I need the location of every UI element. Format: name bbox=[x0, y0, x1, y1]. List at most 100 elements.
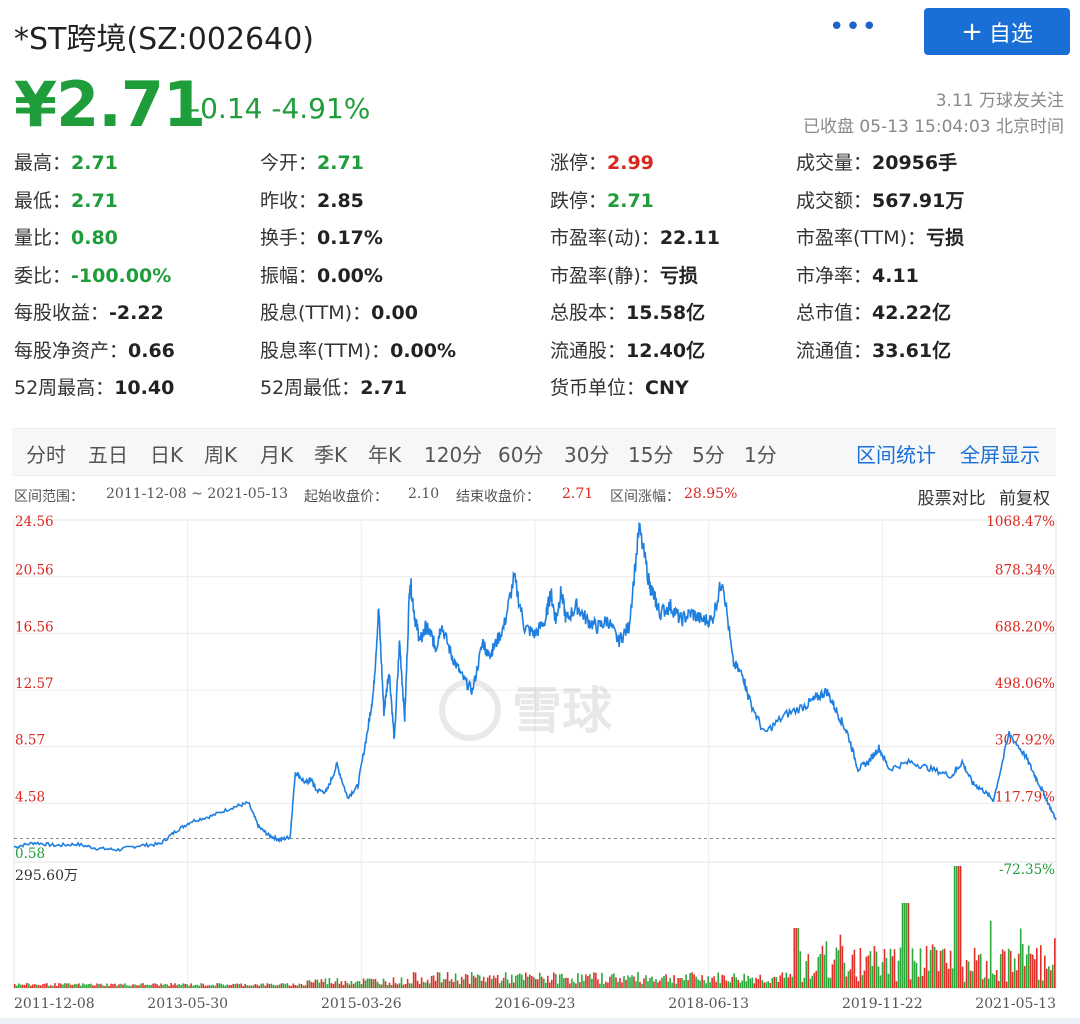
stat-value: 20956手 bbox=[872, 152, 958, 174]
volume-bar bbox=[244, 983, 246, 988]
stat-label: 流通值： bbox=[796, 339, 873, 362]
volume-bar bbox=[158, 985, 160, 988]
volume-bar bbox=[446, 972, 449, 988]
volume-bar bbox=[94, 985, 96, 988]
range-pct-value: 28.95% bbox=[684, 486, 738, 502]
tab-1[interactable]: 五日 bbox=[88, 443, 128, 467]
volume-bar bbox=[188, 985, 190, 988]
volume-bar bbox=[336, 978, 339, 988]
tab-2[interactable]: 日K bbox=[150, 443, 184, 467]
volume-bar bbox=[529, 974, 531, 988]
tab-0[interactable]: 分时 bbox=[26, 443, 66, 467]
volume-bar bbox=[799, 951, 802, 988]
volume-bar bbox=[246, 985, 248, 988]
tab-4[interactable]: 月K bbox=[260, 443, 294, 467]
volume-bar bbox=[284, 984, 287, 988]
volume-bar bbox=[176, 985, 178, 988]
volume-bar bbox=[200, 983, 202, 988]
volume-bar bbox=[919, 948, 922, 988]
stat-label: 成交额： bbox=[796, 189, 873, 212]
volume-bar bbox=[575, 983, 577, 988]
volume-bar bbox=[498, 983, 501, 988]
stat-value: 15.58亿 bbox=[626, 302, 706, 324]
volume-bar bbox=[362, 978, 365, 988]
tab-6[interactable]: 年K bbox=[368, 443, 402, 467]
tab-3[interactable]: 周K bbox=[204, 443, 238, 467]
volume-bar bbox=[490, 979, 493, 988]
volume-bar bbox=[26, 983, 28, 988]
volume-bar bbox=[697, 979, 699, 988]
volume-bar bbox=[140, 983, 142, 988]
volume-bar bbox=[136, 985, 138, 988]
volume-bar bbox=[380, 984, 383, 988]
volume-bar bbox=[326, 984, 329, 988]
volume-bar bbox=[422, 981, 425, 988]
volume-bar bbox=[322, 981, 325, 988]
stat-label: 市净率： bbox=[796, 264, 873, 287]
volume-bar bbox=[905, 903, 908, 988]
volume-bar bbox=[314, 979, 317, 988]
volume-bar bbox=[775, 977, 778, 988]
stat-value: 0.00% bbox=[390, 339, 457, 362]
adjust-button[interactable]: 前复权 bbox=[999, 489, 1050, 509]
add-watchlist-button[interactable]: + 自选 bbox=[924, 8, 1070, 55]
range-stats-link[interactable]: 区间统计 bbox=[856, 443, 936, 467]
volume-bar bbox=[555, 974, 557, 988]
price-chart[interactable]: 2011-12-08 2013-05-30 2015-03-26 2016-09-23… bbox=[0, 510, 1080, 1010]
volume-bar bbox=[935, 950, 938, 988]
volume-bar bbox=[108, 985, 110, 988]
volume-bar bbox=[809, 978, 812, 988]
volume-bar bbox=[527, 976, 529, 988]
volume-bar bbox=[743, 973, 745, 988]
stat-value: 2.71 bbox=[607, 189, 654, 212]
more-icon[interactable]: ••• bbox=[828, 12, 878, 42]
volume-bar bbox=[128, 985, 130, 988]
volume-bar bbox=[795, 928, 798, 988]
range-value: 2011-12-08 ~ 2021-05-13 bbox=[106, 486, 289, 502]
volume-bar bbox=[478, 975, 481, 988]
volume-bar bbox=[593, 972, 595, 988]
compare-button[interactable]: 股票对比 bbox=[917, 489, 986, 509]
stat-label: 股息率(TTM)： bbox=[260, 339, 391, 362]
stat-item: 跌停：2.71 bbox=[550, 186, 654, 216]
volume-bar bbox=[887, 973, 890, 988]
tab-7[interactable]: 120分 bbox=[424, 443, 483, 467]
tab-8[interactable]: 60分 bbox=[498, 443, 544, 467]
volume-bar bbox=[410, 983, 413, 988]
volume-bar bbox=[541, 976, 543, 988]
volume-bar bbox=[214, 985, 216, 988]
volume-bar bbox=[42, 984, 44, 988]
volume-bar bbox=[977, 954, 980, 988]
volume-bar bbox=[875, 951, 878, 988]
volume-bar bbox=[517, 974, 519, 988]
volume-bar bbox=[488, 975, 491, 988]
stat-value: 12.40亿 bbox=[626, 339, 706, 362]
tab-11[interactable]: 5分 bbox=[692, 443, 725, 467]
volume-bar bbox=[659, 980, 661, 988]
stat-item: 成交额：567.91万 bbox=[796, 186, 964, 216]
stat-item: 成交量：20956手 bbox=[796, 148, 957, 178]
end-close-label: 结束收盘价： bbox=[456, 489, 540, 505]
volume-bar bbox=[923, 967, 926, 988]
volume-bar bbox=[68, 983, 70, 988]
volume-bar bbox=[889, 948, 892, 988]
volume-bar bbox=[547, 975, 549, 988]
volume-bar bbox=[100, 983, 102, 988]
tab-12[interactable]: 1分 bbox=[744, 443, 777, 467]
tab-5[interactable]: 季K bbox=[314, 443, 348, 467]
tab-9[interactable]: 30分 bbox=[564, 443, 610, 467]
stat-item: 换手：0.17% bbox=[260, 223, 383, 253]
volume-bar bbox=[735, 977, 737, 988]
volume-bar bbox=[637, 972, 639, 988]
follower-count[interactable]: 3.11 万球友关注 bbox=[935, 91, 1064, 111]
volume-bar bbox=[847, 971, 850, 988]
header: *ST跨境(SZ:002640) ••• + 自选 bbox=[14, 8, 1070, 58]
tab-10[interactable]: 15分 bbox=[628, 443, 674, 467]
volume-bar bbox=[34, 984, 36, 988]
stat-value: 567.91万 bbox=[872, 189, 965, 212]
market-status: 已收盘 05-13 15:04:03 北京时间 bbox=[803, 117, 1064, 137]
volume-bar bbox=[607, 982, 609, 988]
volume-bar bbox=[829, 977, 832, 988]
fullscreen-link[interactable]: 全屏显示 bbox=[960, 443, 1040, 467]
volume-bar bbox=[366, 978, 369, 988]
